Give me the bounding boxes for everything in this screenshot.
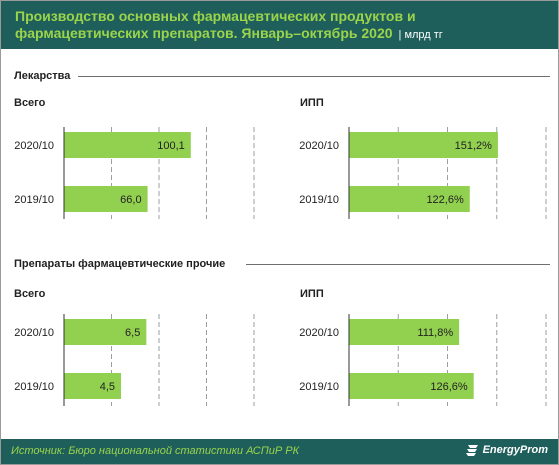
chart-1-title: Всего [14,97,46,109]
footer-bar: Источник: Бюро национальной статистики А… [1,439,558,464]
page-title: Производство основных фармацевтических п… [15,8,535,44]
section-divider [246,264,550,265]
data-label: 66,0 [120,194,141,206]
category-label: 2020/10 [299,140,339,152]
bar [349,319,460,345]
chart-medicines-total: 2020/10 100,1 2019/10 66,0 [14,127,255,219]
chart-3-title: Всего [14,288,46,300]
bar [349,186,470,212]
energyprom-logo-icon [465,445,478,457]
section-divider [78,76,550,77]
source-note: Источник: Бюро национальной статистики А… [11,445,300,457]
category-label: 2019/10 [14,194,54,206]
category-label: 2019/10 [299,381,339,393]
bar [64,186,148,212]
brand-name: EnergyProm [482,444,548,456]
data-label: 126,6% [430,381,468,393]
category-label: 2019/10 [14,381,54,393]
data-label: 4,5 [100,381,115,393]
bar [64,132,191,158]
chart-other-total: 2020/10 6,5 2019/10 4,5 [14,314,255,406]
chart-other-ipp: 2020/10 111,8% 2019/10 126,6% [299,314,547,406]
section-label-medicines: Лекарства [14,70,71,82]
chart-medicines-ipp: 2020/10 151,2% 2019/10 122,6% [299,127,547,219]
bar [64,319,147,345]
unit-label: | млрд тг [398,29,443,41]
chart-4-title: ИПП [300,288,324,300]
bar [64,373,121,399]
header-bar: Производство основных фармацевтических п… [1,1,558,49]
data-label: 122,6% [426,194,464,206]
data-label: 100,1 [157,140,185,152]
data-label: 6,5 [125,327,140,339]
title-text: Производство основных фармацевтических п… [15,8,416,41]
section-label-other-preparations: Препараты фармацевтические прочие [14,258,226,270]
category-label: 2020/10 [299,327,339,339]
category-label: 2020/10 [14,327,54,339]
data-label: 111,8% [417,327,453,339]
category-label: 2019/10 [299,194,339,206]
data-label: 151,2% [455,140,493,152]
category-label: 2020/10 [14,140,54,152]
bar [349,373,474,399]
chart-2-title: ИПП [300,97,324,109]
bar [349,132,498,158]
brand-logo: EnergyProm [465,444,548,457]
